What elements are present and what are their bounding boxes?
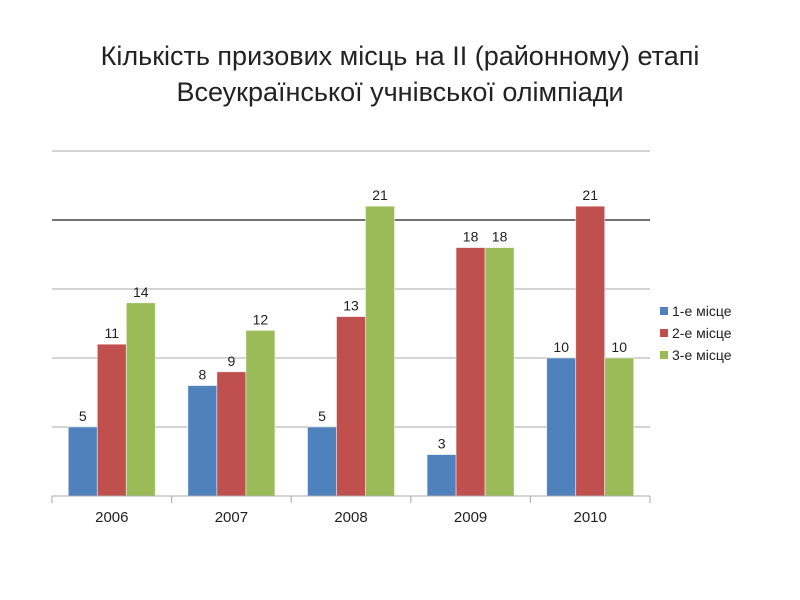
data-label: 10 [553,339,569,355]
chart-title-line-1: Кількість призових місць на ІІ (районном… [100,41,700,71]
legend-label: 3-е місце [672,347,732,363]
x-tick-label: 2008 [334,509,367,526]
data-label: 10 [611,339,627,355]
data-label: 3 [438,436,446,452]
data-label: 13 [343,298,359,314]
data-label: 21 [372,187,388,203]
bar [125,302,156,497]
bar [336,316,366,497]
data-label: 5 [318,408,326,424]
bar [216,371,247,497]
bar [67,426,98,497]
bar [455,247,486,497]
bars: 5 8 5 3 10 11 9 13 18 21 14 12 21 18 10 [67,187,635,497]
data-label: 14 [133,284,149,300]
bar [307,426,337,497]
x-tick-label: 2009 [454,509,487,526]
data-label: 11 [105,325,120,341]
data-label: 18 [492,229,508,245]
bar [484,247,515,497]
data-label: 8 [199,367,207,383]
data-label: 5 [79,408,87,424]
bar [187,385,218,497]
data-label: 9 [228,353,236,369]
bar [546,357,577,497]
chart-title-line-2: Всеукраїнської учнівської олімпіади [176,77,624,107]
legend-label: 1-е місце [672,303,732,319]
legend-swatch [660,307,668,315]
bar [426,454,457,497]
bar [245,329,276,497]
bar [365,205,395,497]
x-tick-label: 2007 [215,509,248,526]
x-tick-label: 2010 [574,509,607,526]
data-label: 21 [582,187,598,203]
legend-label: 2-е місце [672,325,732,341]
bar [96,343,127,497]
data-label: 12 [253,311,269,327]
bar [575,205,606,497]
data-label: 18 [463,229,479,245]
x-axis: 2006 2007 2008 2009 2010 [51,495,651,526]
chart-title: Кількість призових місць на ІІ (районном… [0,38,800,110]
legend-swatch [660,329,668,337]
legend-swatch [660,351,668,359]
x-tick-label: 2006 [95,509,128,526]
legend: 1-е місце 2-е місце 3-е місце [660,303,732,363]
bar [604,357,635,497]
